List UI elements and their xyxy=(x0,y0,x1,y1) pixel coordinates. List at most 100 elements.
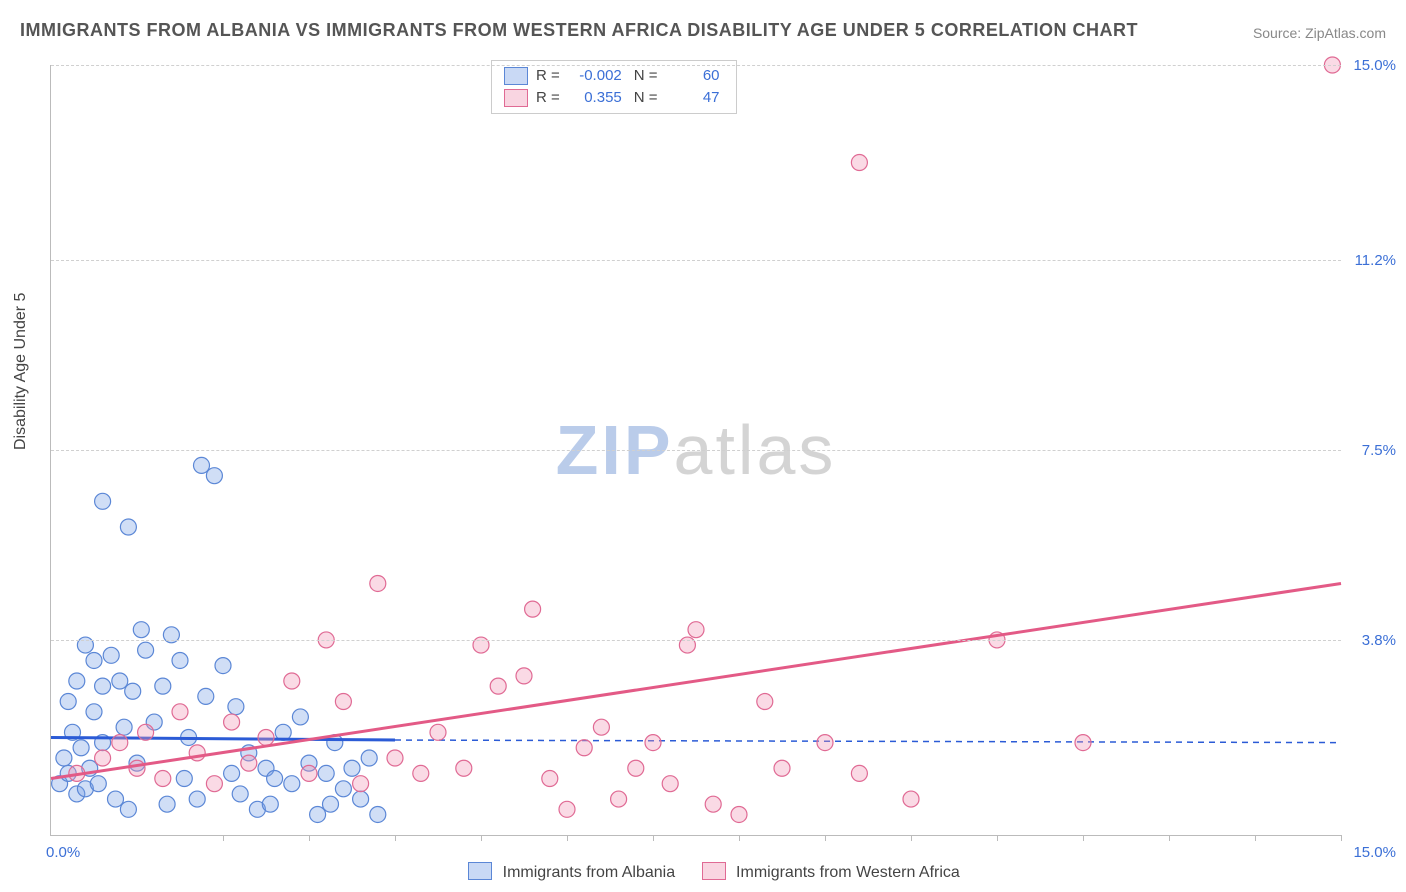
y-tick-label: 7.5% xyxy=(1362,442,1396,459)
data-point xyxy=(688,622,704,638)
data-point xyxy=(1075,735,1091,751)
data-point xyxy=(198,688,214,704)
x-tick-mark xyxy=(911,835,912,841)
y-tick-label: 11.2% xyxy=(1355,252,1396,269)
data-point xyxy=(112,673,128,689)
data-point xyxy=(73,740,89,756)
legend-label-wafrica: Immigrants from Western Africa xyxy=(736,864,960,881)
data-point xyxy=(267,771,283,787)
x-tick-mark xyxy=(395,835,396,841)
data-point xyxy=(189,791,205,807)
data-point xyxy=(56,750,72,766)
data-point xyxy=(155,678,171,694)
legend-label-albania: Immigrants from Albania xyxy=(503,864,676,881)
data-point xyxy=(284,776,300,792)
data-point xyxy=(353,776,369,792)
data-point xyxy=(69,673,85,689)
data-point xyxy=(194,457,210,473)
data-point xyxy=(310,806,326,822)
data-point xyxy=(430,724,446,740)
data-point xyxy=(903,791,919,807)
chart-container: IMMIGRANTS FROM ALBANIA VS IMMIGRANTS FR… xyxy=(0,0,1406,892)
data-point xyxy=(172,652,188,668)
data-point xyxy=(60,694,76,710)
bottom-legend: Immigrants from Albania Immigrants from … xyxy=(0,862,1406,882)
data-point xyxy=(387,750,403,766)
data-point xyxy=(172,704,188,720)
data-point xyxy=(116,719,132,735)
x-tick-mark xyxy=(1169,835,1170,841)
y-axis-label: Disability Age Under 5 xyxy=(12,293,30,450)
data-point xyxy=(86,652,102,668)
x-min-label: 0.0% xyxy=(46,844,80,861)
data-point xyxy=(159,796,175,812)
x-tick-mark xyxy=(739,835,740,841)
data-point xyxy=(559,801,575,817)
x-tick-mark xyxy=(309,835,310,841)
data-point xyxy=(258,729,274,745)
data-point xyxy=(525,601,541,617)
x-tick-mark xyxy=(223,835,224,841)
data-point xyxy=(353,791,369,807)
data-point xyxy=(628,760,644,776)
data-point xyxy=(138,724,154,740)
data-point xyxy=(774,760,790,776)
x-tick-mark xyxy=(653,835,654,841)
data-point xyxy=(228,699,244,715)
data-point xyxy=(292,709,308,725)
data-point xyxy=(262,796,278,812)
data-point xyxy=(112,735,128,751)
x-tick-mark xyxy=(825,835,826,841)
data-point xyxy=(95,750,111,766)
data-point xyxy=(611,791,627,807)
data-point xyxy=(138,642,154,658)
data-point xyxy=(103,647,119,663)
data-point xyxy=(301,765,317,781)
chart-title: IMMIGRANTS FROM ALBANIA VS IMMIGRANTS FR… xyxy=(20,20,1138,41)
data-point xyxy=(133,622,149,638)
data-point xyxy=(593,719,609,735)
data-point xyxy=(370,806,386,822)
data-point xyxy=(120,519,136,535)
x-tick-mark xyxy=(481,835,482,841)
data-point xyxy=(86,704,102,720)
y-tick-label: 15.0% xyxy=(1353,57,1396,74)
x-tick-mark xyxy=(567,835,568,841)
data-point xyxy=(413,765,429,781)
data-point xyxy=(206,468,222,484)
x-tick-mark xyxy=(1083,835,1084,841)
data-point xyxy=(224,714,240,730)
data-point xyxy=(361,750,377,766)
gridline xyxy=(51,640,1341,641)
data-point xyxy=(232,786,248,802)
data-point xyxy=(120,801,136,817)
data-point xyxy=(662,776,678,792)
data-point xyxy=(757,694,773,710)
trend-line xyxy=(51,583,1341,778)
data-point xyxy=(516,668,532,684)
data-point xyxy=(851,765,867,781)
data-point xyxy=(851,155,867,171)
x-tick-mark xyxy=(1341,835,1342,841)
x-tick-mark xyxy=(1255,835,1256,841)
data-point xyxy=(224,765,240,781)
y-tick-label: 3.8% xyxy=(1362,632,1396,649)
data-point xyxy=(645,735,661,751)
data-point xyxy=(705,796,721,812)
data-point xyxy=(323,796,339,812)
data-point xyxy=(456,760,472,776)
data-point xyxy=(206,776,222,792)
data-point xyxy=(490,678,506,694)
source-label: Source: ZipAtlas.com xyxy=(1253,25,1386,41)
data-point xyxy=(95,493,111,509)
swatch-wafrica-bottom xyxy=(702,862,726,880)
data-point xyxy=(95,678,111,694)
data-point xyxy=(155,771,171,787)
data-point xyxy=(125,683,141,699)
gridline xyxy=(51,450,1341,451)
data-point xyxy=(176,771,192,787)
data-point xyxy=(370,575,386,591)
gridline xyxy=(51,260,1341,261)
swatch-albania-bottom xyxy=(468,862,492,880)
data-point xyxy=(241,755,257,771)
